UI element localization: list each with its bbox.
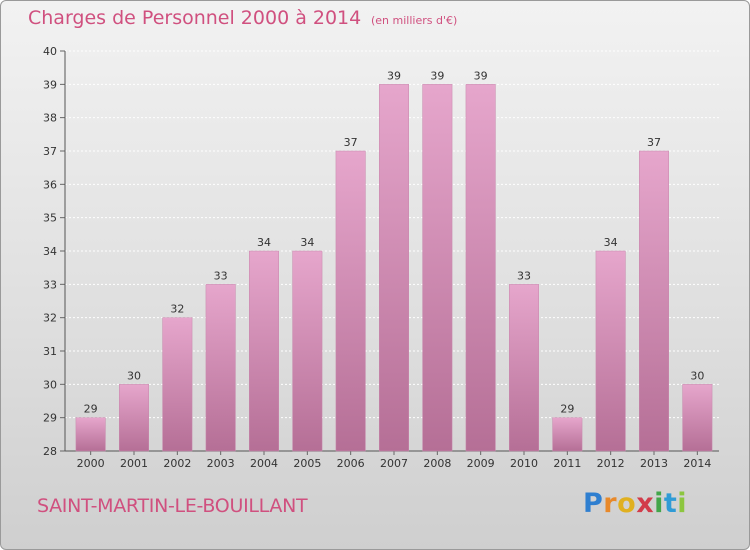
data-label-2013: 37: [647, 136, 661, 149]
bar-2000[interactable]: [75, 417, 106, 452]
data-labels: 29 30 32 33 34 34 37 39 39 39 33 29 34 37 30: [84, 69, 705, 415]
data-label-2012: 34: [604, 236, 618, 249]
y-tick-label: 34: [43, 245, 57, 258]
y-tick-label: 31: [43, 345, 57, 358]
bar-2010[interactable]: [509, 284, 539, 452]
x-tick-label: 2012: [597, 457, 625, 470]
chart-title: Charges de Personnel 2000 à 2014: [28, 7, 362, 29]
x-tick-label: 2007: [380, 457, 408, 470]
bar-2004[interactable]: [249, 250, 279, 452]
data-label-2004: 34: [257, 236, 271, 249]
y-tick-label: 37: [43, 145, 57, 158]
x-tick-label: 2001: [120, 457, 148, 470]
location-name: SAINT-MARTIN-LE-BOUILLANT: [37, 495, 308, 517]
bar-2001[interactable]: [119, 384, 149, 452]
data-label-2005: 34: [300, 236, 314, 249]
bar-2013[interactable]: [639, 150, 669, 452]
axes: 28 29 30 31 32 33 34 35 36 37 38 39 40 2000 2001 2002 20…: [43, 45, 719, 470]
bar-2012[interactable]: [595, 250, 626, 452]
bar-2003[interactable]: [205, 284, 236, 452]
data-label-2003: 33: [214, 269, 228, 282]
x-tick-label: 2013: [640, 457, 668, 470]
data-label-2006: 37: [344, 136, 358, 149]
y-tick-label: 40: [43, 45, 57, 58]
data-label-2008: 39: [430, 69, 444, 82]
y-tick-label: 33: [43, 278, 57, 291]
x-tick-label: 2002: [163, 457, 191, 470]
x-tick-label: 2014: [683, 457, 711, 470]
bar-2005[interactable]: [292, 250, 323, 452]
units-label: (en milliers d'€): [371, 14, 458, 27]
x-tick-label: 2008: [423, 457, 451, 470]
data-label-2000: 29: [84, 403, 98, 416]
y-tick-label: 29: [43, 412, 57, 425]
proxiti-logo[interactable]: Proxiti: [583, 488, 688, 519]
data-label-2010: 33: [517, 269, 531, 282]
data-label-2001: 30: [127, 369, 141, 382]
data-label-2009: 39: [474, 69, 488, 82]
bar-2002[interactable]: [162, 317, 193, 452]
bar-2006[interactable]: [335, 150, 366, 452]
x-tick-label: 2000: [77, 457, 105, 470]
bars: [75, 84, 713, 452]
y-tick-label: 28: [43, 445, 57, 458]
y-tick-label: 36: [43, 178, 57, 191]
x-tick-label: 2003: [207, 457, 235, 470]
data-label-2014: 30: [690, 369, 704, 382]
x-tick-label: 2011: [553, 457, 581, 470]
bar-2007[interactable]: [379, 84, 409, 452]
x-tick-label: 2010: [510, 457, 538, 470]
y-tick-label: 32: [43, 312, 57, 325]
y-tick-label: 39: [43, 78, 57, 91]
data-label-2011: 29: [560, 403, 574, 416]
data-label-2007: 39: [387, 69, 401, 82]
bar-2008[interactable]: [422, 84, 453, 452]
bar-2009[interactable]: [465, 84, 496, 452]
bar-2014[interactable]: [682, 384, 713, 452]
y-tick-label: 30: [43, 378, 57, 391]
x-tick-label: 2006: [337, 457, 365, 470]
bar-2011[interactable]: [552, 417, 583, 452]
x-tick-label: 2004: [250, 457, 278, 470]
x-tick-label: 2005: [293, 457, 321, 470]
x-tick-label: 2009: [467, 457, 495, 470]
data-label-2002: 32: [170, 303, 184, 316]
y-tick-label: 38: [43, 112, 57, 125]
y-tick-label: 35: [43, 212, 57, 225]
